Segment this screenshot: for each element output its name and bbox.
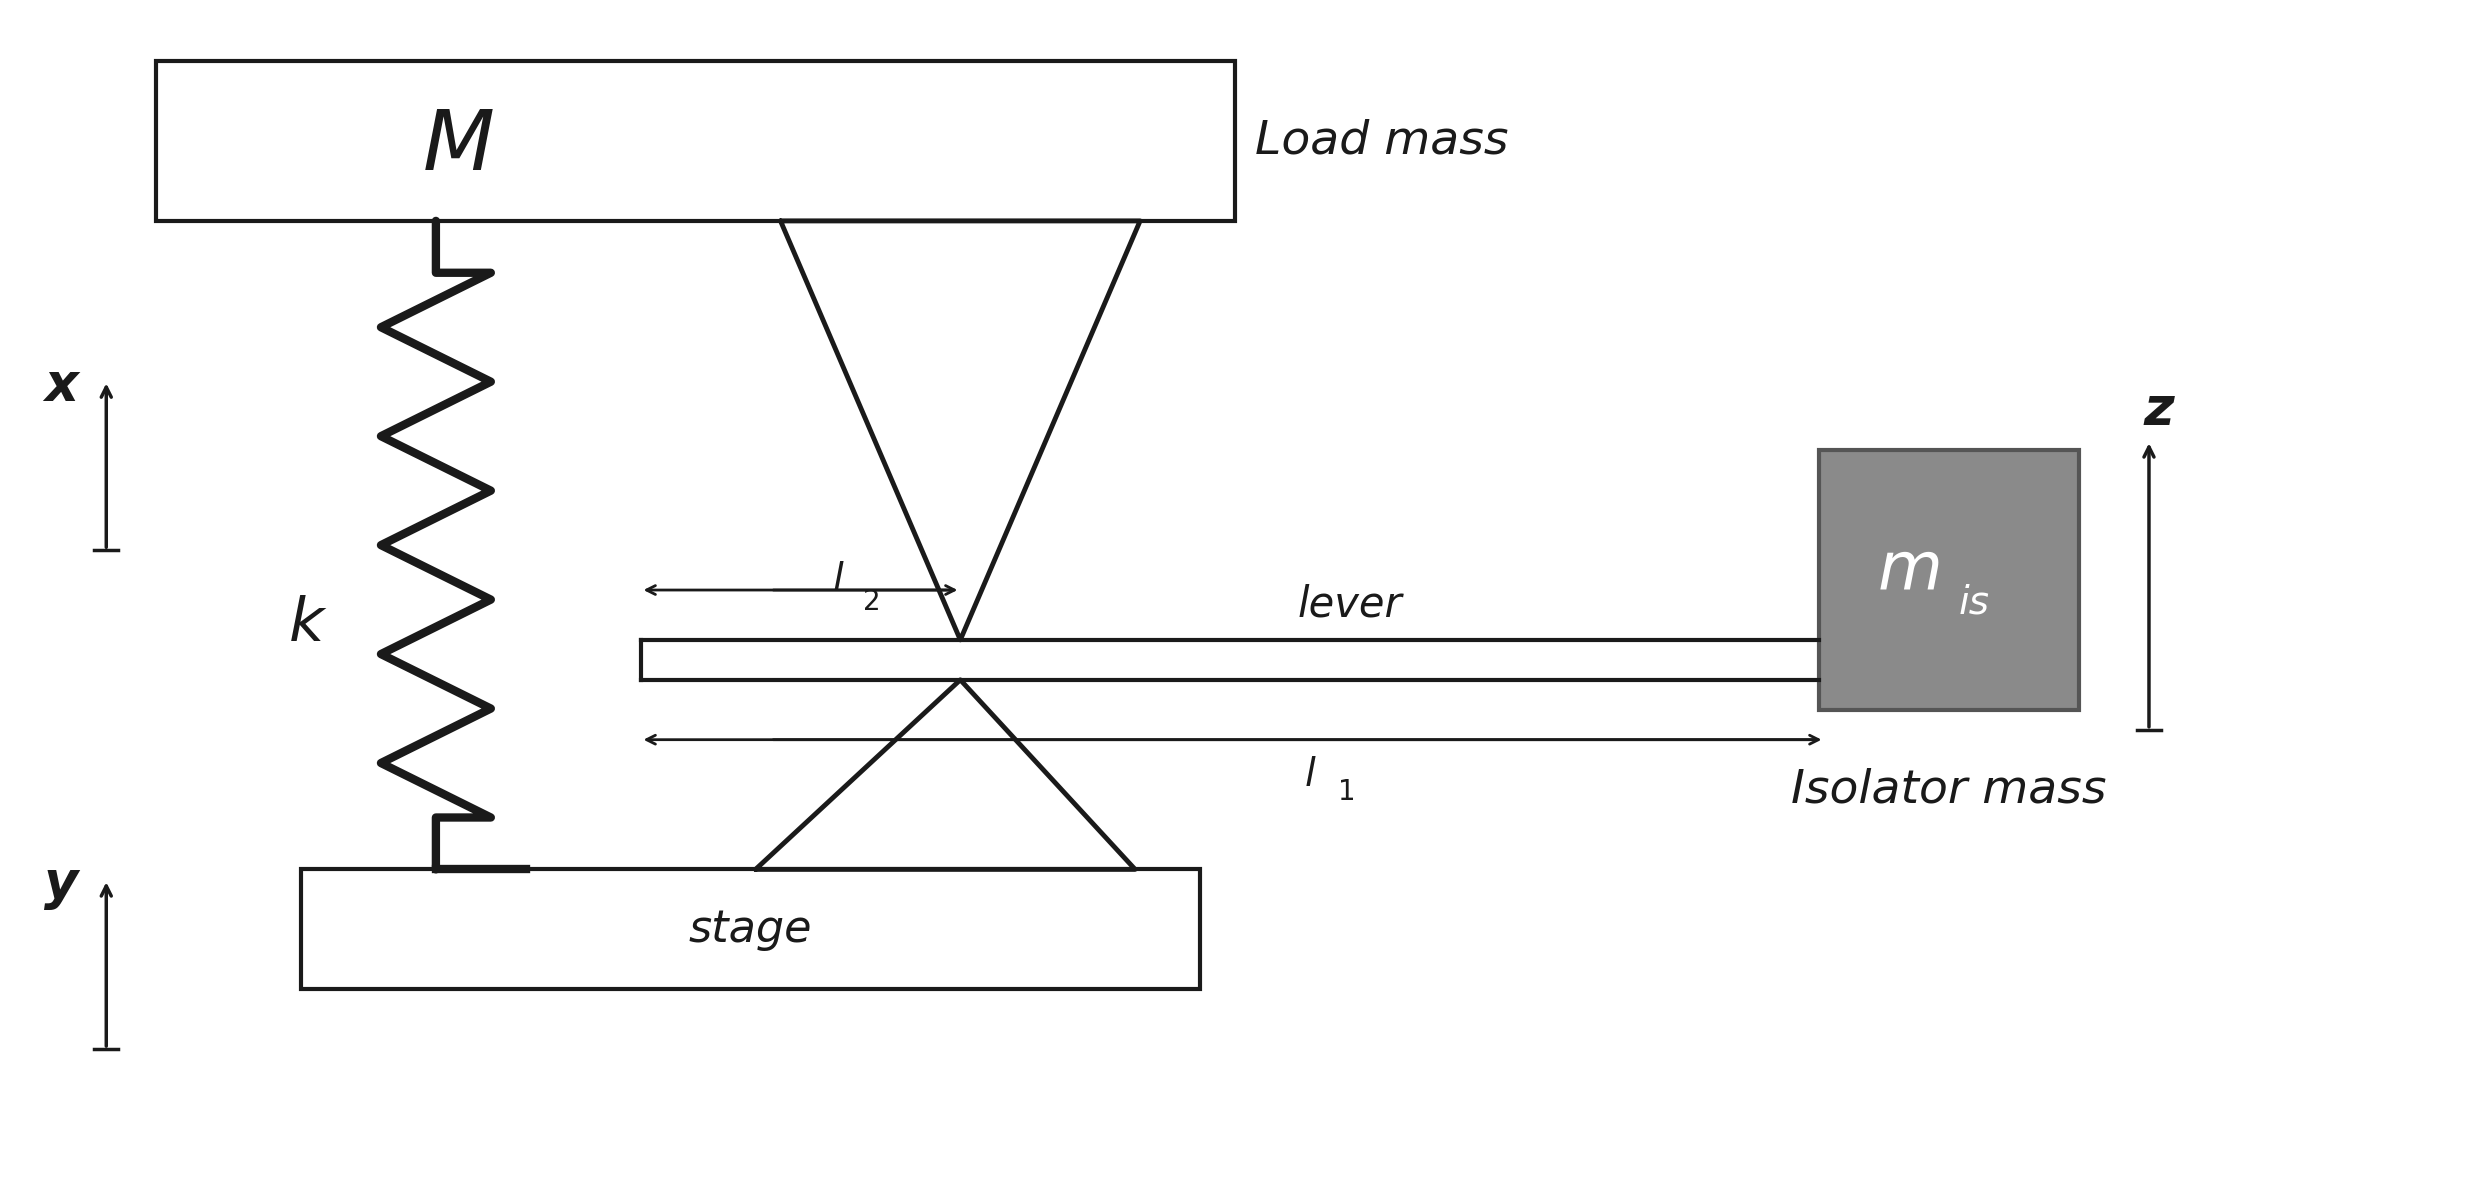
Text: l: l (832, 561, 844, 600)
Text: Load mass: Load mass (1255, 118, 1508, 164)
Text: k: k (287, 596, 324, 655)
Text: 1: 1 (1337, 778, 1354, 805)
Text: z: z (2144, 384, 2174, 436)
Text: is: is (1959, 583, 1988, 621)
Text: 2: 2 (864, 588, 881, 616)
Text: M: M (423, 106, 495, 187)
Text: x: x (45, 360, 79, 412)
Text: y: y (45, 858, 79, 910)
Text: lever: lever (1297, 584, 1401, 626)
Text: Isolator mass: Isolator mass (1793, 767, 2107, 811)
Text: stage: stage (688, 908, 812, 951)
Bar (156, 61, 1236, 220)
Bar (302, 869, 1201, 990)
Bar (1820, 450, 2080, 709)
Text: l: l (1305, 756, 1315, 793)
Text: m: m (1877, 537, 1944, 603)
